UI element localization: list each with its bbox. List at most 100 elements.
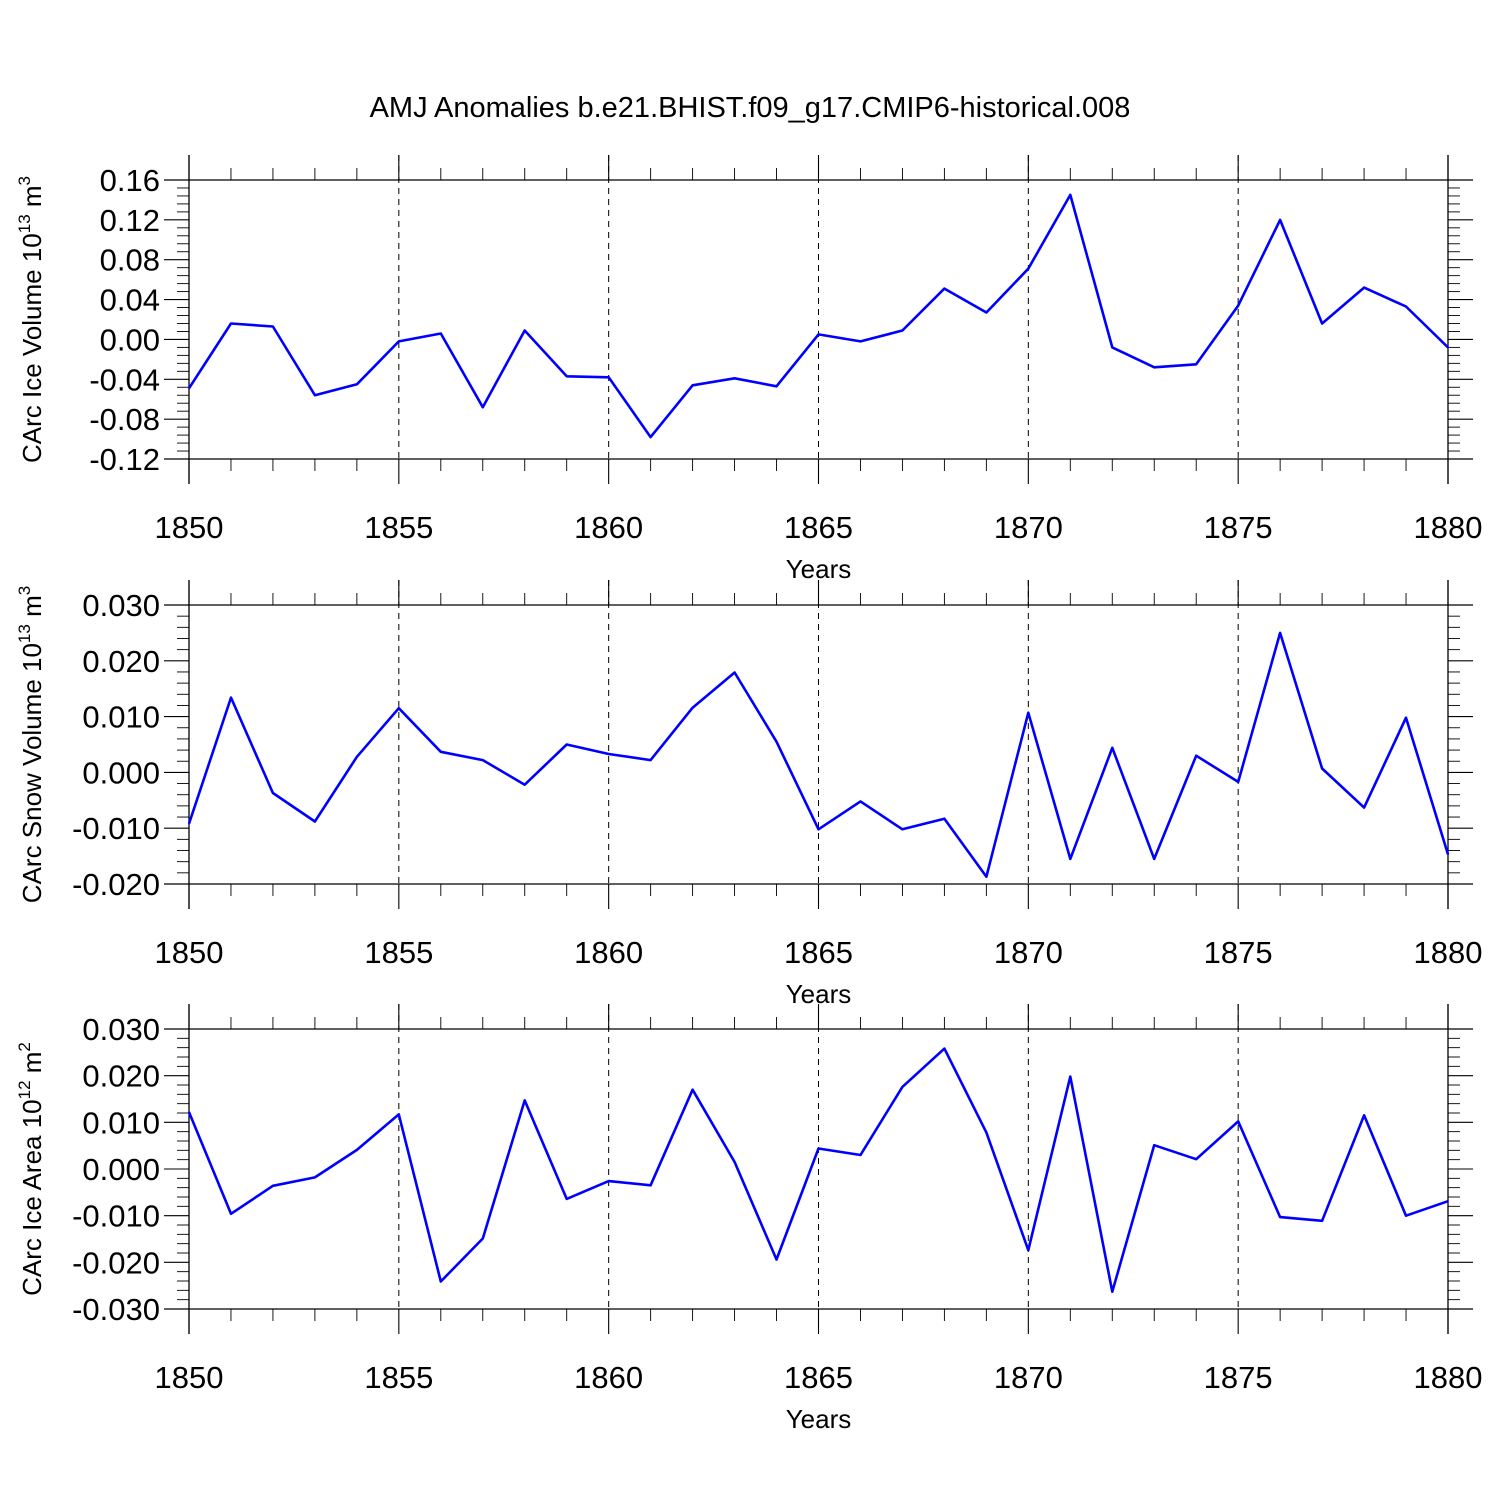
data-point bbox=[1447, 346, 1449, 349]
data-point bbox=[607, 753, 610, 755]
y-tick-label: 0.010 bbox=[82, 700, 160, 735]
data-point bbox=[691, 1088, 694, 1091]
y-axis-title: CArc Ice Volume 1013 m3 bbox=[15, 176, 47, 463]
y-tick-label: 0.030 bbox=[82, 588, 160, 623]
data-point bbox=[1153, 858, 1156, 860]
x-tick-label: 1860 bbox=[574, 1360, 643, 1395]
data-point bbox=[1321, 767, 1323, 770]
data-point bbox=[1363, 806, 1365, 809]
data-point bbox=[230, 696, 232, 699]
y-tick-label: 0.020 bbox=[82, 644, 160, 679]
x-tick-label: 1870 bbox=[994, 510, 1063, 545]
data-point bbox=[188, 1111, 190, 1113]
y-axis-title-unit-exponent: 3 bbox=[15, 586, 34, 595]
data-point bbox=[440, 750, 442, 753]
y-axis-title-text: CArc Snow Volume 10 bbox=[17, 643, 47, 903]
x-tick-label: 1865 bbox=[784, 935, 853, 970]
y-tick-label: 0.000 bbox=[82, 755, 160, 790]
data-point bbox=[398, 340, 400, 343]
y-tick-label: 0.00 bbox=[100, 322, 160, 357]
data-point bbox=[943, 1047, 946, 1050]
data-point bbox=[1447, 853, 1449, 856]
data-point bbox=[356, 755, 358, 758]
data-point bbox=[565, 743, 568, 746]
data-point bbox=[691, 384, 694, 387]
data-point bbox=[733, 1161, 736, 1163]
panel-ice-area: 1850 1855 1860 1865 1870 1875 1880 -0.030 -0.020… bbox=[15, 1004, 1482, 1434]
data-point bbox=[985, 1131, 988, 1134]
data-point bbox=[230, 1213, 232, 1215]
x-tick-label: 1875 bbox=[1204, 510, 1273, 545]
data-point bbox=[1195, 363, 1197, 366]
x-tick-label: 1880 bbox=[1414, 510, 1483, 545]
data-point bbox=[607, 1180, 610, 1182]
data-point bbox=[1237, 304, 1239, 307]
data-point bbox=[481, 406, 484, 408]
y-tick-label: -0.04 bbox=[89, 362, 160, 397]
y-axis-title-text: CArc Ice Area 10 bbox=[17, 1099, 47, 1296]
data-point bbox=[523, 783, 526, 786]
data-point bbox=[901, 329, 904, 332]
data-point bbox=[1111, 747, 1114, 749]
y-tick-label: 0.030 bbox=[82, 1012, 160, 1047]
data-point bbox=[943, 287, 946, 290]
x-axis-title: Years bbox=[786, 1404, 852, 1434]
data-point bbox=[272, 325, 274, 328]
data-point bbox=[188, 822, 190, 825]
data-point bbox=[523, 1099, 526, 1102]
y-tick-label: 0.000 bbox=[82, 1152, 160, 1187]
data-point bbox=[1405, 1214, 1407, 1217]
x-tick-label: 1880 bbox=[1414, 935, 1483, 970]
y-tick-label: -0.030 bbox=[72, 1292, 160, 1327]
data-point bbox=[1405, 305, 1407, 308]
x-tick-label: 1850 bbox=[155, 510, 224, 545]
data-point bbox=[1153, 1144, 1156, 1146]
data-point bbox=[733, 671, 736, 674]
data-point bbox=[649, 436, 652, 438]
y-tick-label: -0.12 bbox=[89, 442, 160, 477]
data-point bbox=[1027, 1249, 1030, 1251]
y-axis-title-unit: m bbox=[17, 595, 47, 624]
data-point bbox=[272, 1185, 274, 1187]
data-point bbox=[859, 1154, 862, 1156]
y-axis-title: CArc Ice Area 1012 m2 bbox=[15, 1042, 47, 1296]
y-axis-title-unit-exponent: 3 bbox=[15, 176, 34, 185]
data-point bbox=[314, 1176, 316, 1179]
y-tick-label: 0.010 bbox=[82, 1105, 160, 1140]
data-point bbox=[188, 387, 190, 390]
y-axis-title-exponent: 13 bbox=[15, 214, 34, 233]
data-point bbox=[733, 377, 736, 380]
panel-snow-volume: 1850 1855 1860 1865 1870 1875 1880 -0.020 -0.010… bbox=[15, 580, 1482, 1009]
x-tick-label: 1875 bbox=[1204, 935, 1273, 970]
data-point bbox=[565, 375, 568, 378]
data-point bbox=[985, 311, 988, 314]
x-tick-label: 1870 bbox=[994, 1360, 1063, 1395]
data-point bbox=[1195, 754, 1197, 757]
y-tick-label: -0.010 bbox=[72, 811, 160, 846]
data-point bbox=[1321, 322, 1323, 325]
data-point bbox=[1363, 1114, 1365, 1117]
data-point bbox=[649, 1184, 652, 1187]
y-tick-label: -0.020 bbox=[72, 867, 160, 902]
data-point bbox=[440, 1280, 442, 1283]
data-point bbox=[1279, 219, 1281, 221]
data-point bbox=[356, 383, 358, 386]
data-point bbox=[565, 1198, 568, 1200]
y-axis-title: CArc Snow Volume 1013 m3 bbox=[15, 586, 47, 903]
x-tick-label: 1880 bbox=[1414, 1360, 1483, 1395]
data-point bbox=[440, 332, 442, 335]
x-tick-label: 1865 bbox=[784, 510, 853, 545]
x-tick-label: 1855 bbox=[364, 1360, 433, 1395]
data-point bbox=[1069, 858, 1072, 860]
data-point bbox=[775, 740, 778, 743]
x-tick-label: 1865 bbox=[784, 1360, 853, 1395]
x-tick-label: 1855 bbox=[364, 510, 433, 545]
y-axis-title-unit: m bbox=[17, 185, 47, 214]
data-point bbox=[1321, 1220, 1323, 1222]
data-point bbox=[1027, 267, 1030, 270]
y-tick-label: 0.04 bbox=[100, 283, 160, 318]
y-tick-label: -0.08 bbox=[89, 402, 160, 437]
x-tick-label: 1855 bbox=[364, 935, 433, 970]
data-point bbox=[901, 828, 904, 831]
data-point bbox=[523, 329, 526, 332]
